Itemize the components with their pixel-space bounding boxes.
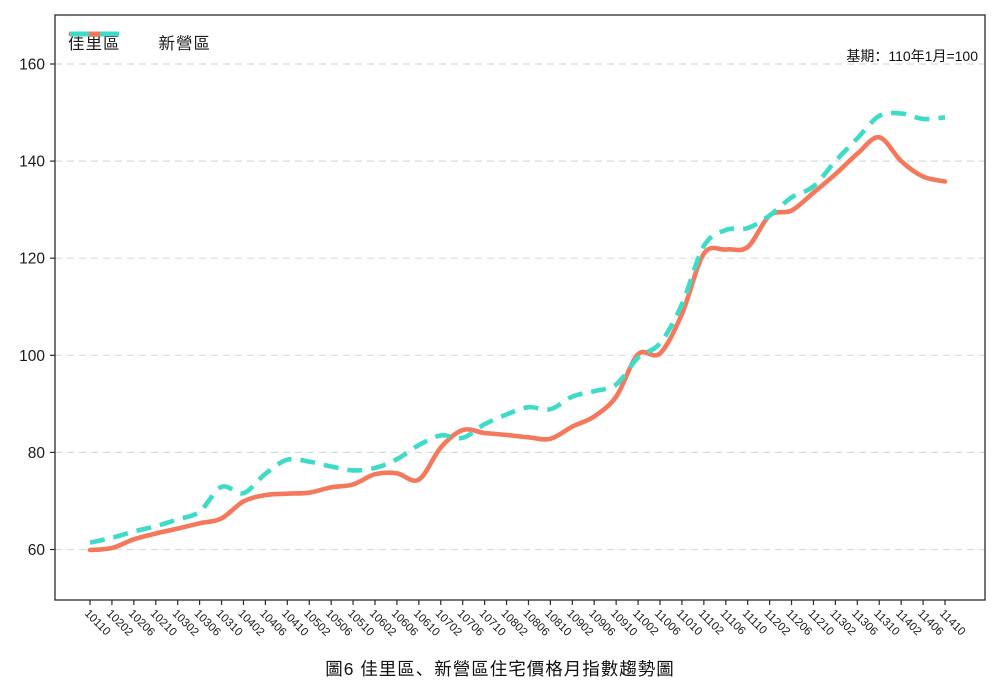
legend-label-jiali: 佳里區 [68, 35, 121, 53]
ytick-label-120: 120 [19, 251, 45, 268]
legend-item-xinying: 新營區 [70, 30, 212, 54]
ytick-label-100: 100 [19, 348, 45, 365]
legend-label-xinying: 新營區 [158, 35, 211, 53]
chart-legend: 佳里區 新營區 [68, 30, 211, 54]
base-period-note: 基期：110年1月=100 [846, 48, 978, 64]
chart-title: 圖6 佳里區、新營區住宅價格月指數趨勢圖 [325, 659, 675, 679]
ytick-label-140: 140 [19, 154, 45, 171]
ytick-label-60: 60 [28, 542, 46, 559]
legend-line-dashed-icon [70, 31, 122, 37]
ytick-label-80: 80 [28, 445, 46, 462]
series-line-jiali [87, 134, 948, 553]
plot-border [54, 14, 986, 601]
ytick-label-160: 160 [19, 57, 45, 74]
series-line-xinying [89, 110, 946, 545]
